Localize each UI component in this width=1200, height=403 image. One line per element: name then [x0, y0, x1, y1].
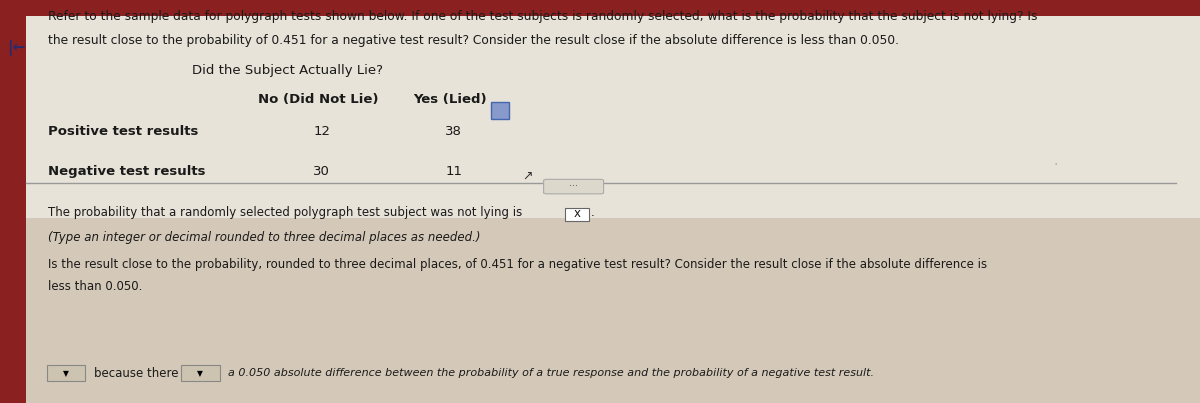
Text: Is the result close to the probability, rounded to three decimal places, of 0.45: Is the result close to the probability, … — [48, 258, 988, 271]
Text: 38: 38 — [445, 125, 462, 138]
Text: 11: 11 — [445, 165, 462, 178]
Bar — [26, 218, 1200, 403]
Text: No (Did Not Lie): No (Did Not Lie) — [258, 93, 378, 106]
Text: Positive test results: Positive test results — [48, 125, 198, 138]
Text: the result close to the probability of 0.451 for a negative test result? Conside: the result close to the probability of 0… — [48, 34, 899, 47]
FancyBboxPatch shape — [544, 179, 604, 194]
Text: ▼: ▼ — [64, 369, 68, 378]
Text: ···: ··· — [569, 182, 578, 191]
Text: less than 0.050.: less than 0.050. — [48, 280, 143, 293]
FancyBboxPatch shape — [47, 365, 85, 381]
Text: Did the Subject Actually Lie?: Did the Subject Actually Lie? — [192, 64, 384, 77]
Text: .: . — [590, 206, 594, 218]
Text: Negative test results: Negative test results — [48, 165, 205, 178]
Text: .: . — [401, 10, 403, 19]
Text: because there is: because there is — [94, 367, 191, 380]
Text: The probability that a randomly selected polygraph test subject was not lying is: The probability that a randomly selected… — [48, 206, 526, 218]
Text: a 0.050 absolute difference between the probability of a true response and the p: a 0.050 absolute difference between the … — [228, 368, 874, 378]
Bar — [0, 0, 26, 403]
FancyBboxPatch shape — [491, 102, 509, 119]
Text: (Type an integer or decimal rounded to three decimal places as needed.): (Type an integer or decimal rounded to t… — [48, 231, 480, 243]
Bar — [0, 0, 1200, 16]
FancyBboxPatch shape — [565, 208, 589, 221]
Text: Refer to the sample data for polygraph tests shown below. If one of the test sub: Refer to the sample data for polygraph t… — [48, 10, 1038, 23]
Text: x: x — [574, 208, 581, 220]
Text: 30: 30 — [313, 165, 330, 178]
Text: ·: · — [1054, 158, 1058, 172]
Text: ↗: ↗ — [522, 169, 533, 182]
FancyBboxPatch shape — [181, 365, 220, 381]
Text: Yes (Lied): Yes (Lied) — [413, 93, 487, 106]
Text: ▼: ▼ — [198, 369, 203, 378]
Text: 12: 12 — [313, 125, 330, 138]
Text: |←: |← — [7, 40, 26, 56]
